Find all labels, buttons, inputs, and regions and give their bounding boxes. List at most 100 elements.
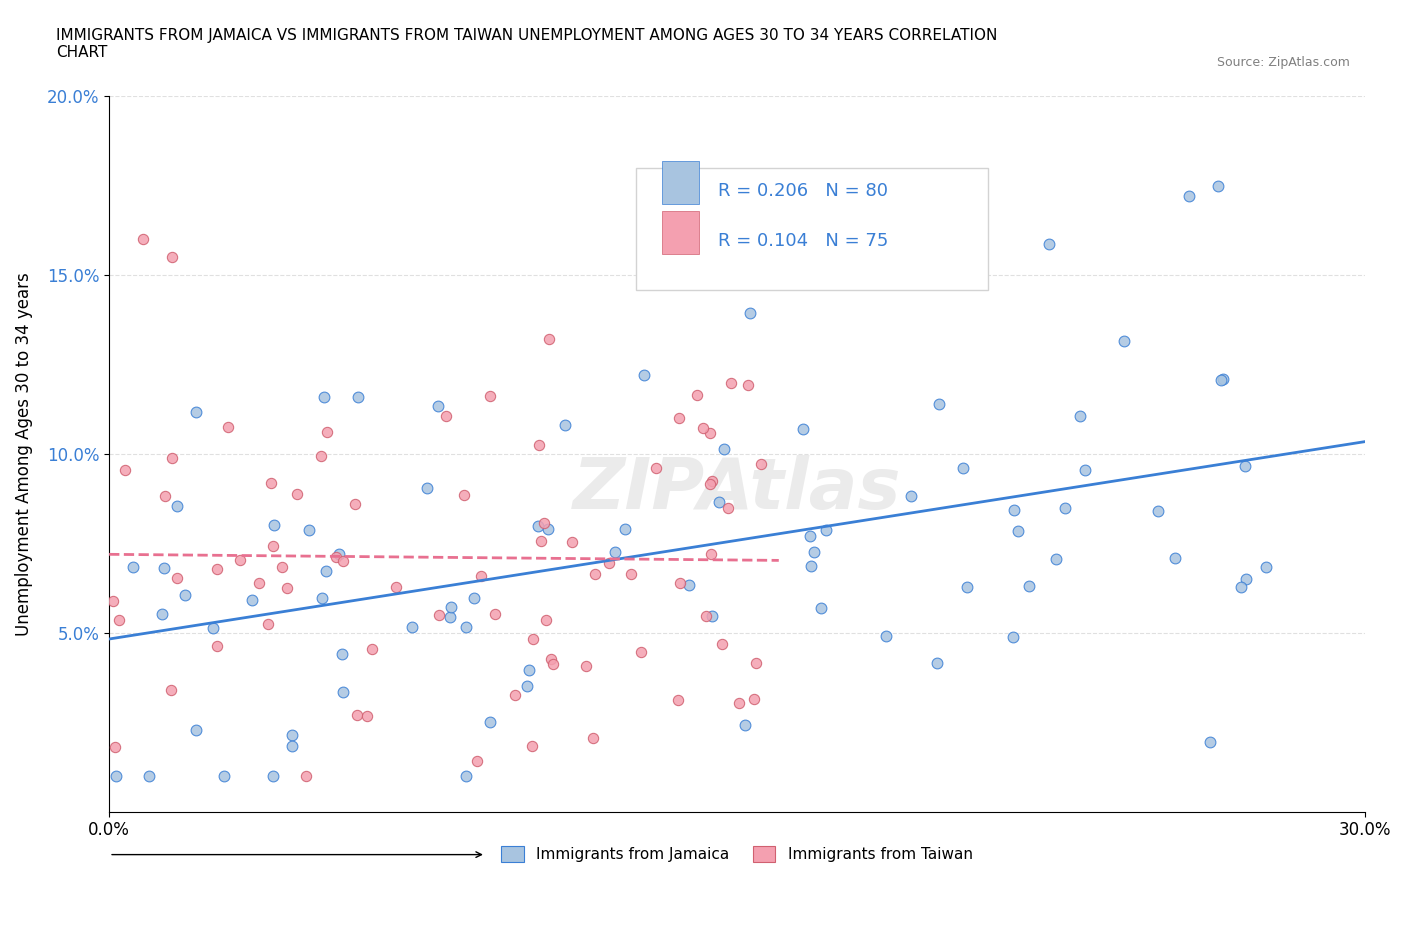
Point: [1007, 524, 1029, 538]
Point: [1001, 630, 1024, 644]
Point: [298, 523, 321, 538]
Point: [240, 592, 263, 607]
Point: [257, 617, 280, 631]
Point: [630, 644, 652, 659]
Point: [745, 656, 768, 671]
Point: [281, 738, 304, 753]
Point: [207, 562, 229, 577]
Point: [1234, 458, 1257, 473]
Point: [952, 460, 974, 475]
Point: [263, 517, 285, 532]
Point: [356, 709, 378, 724]
Point: [1199, 735, 1222, 750]
Text: R = 0.206   N = 80: R = 0.206 N = 80: [718, 182, 889, 200]
Point: [1114, 334, 1136, 349]
Point: [810, 601, 832, 616]
Point: [1069, 409, 1091, 424]
Point: [316, 424, 339, 439]
Point: [583, 566, 606, 581]
Point: [522, 632, 544, 647]
Point: [605, 545, 627, 560]
Point: [434, 409, 457, 424]
Point: [440, 600, 463, 615]
Point: [1002, 502, 1025, 517]
Point: [330, 646, 353, 661]
Point: [325, 550, 347, 565]
Point: [700, 608, 723, 623]
Point: [478, 389, 501, 404]
Text: ZIPAtlas: ZIPAtlas: [572, 456, 901, 525]
Point: [270, 559, 292, 574]
Point: [160, 250, 183, 265]
FancyBboxPatch shape: [662, 161, 699, 204]
Point: [186, 723, 208, 737]
Point: [533, 516, 555, 531]
Point: [1234, 572, 1257, 587]
Point: [281, 727, 304, 742]
Point: [212, 768, 235, 783]
Point: [900, 488, 922, 503]
Point: [666, 693, 689, 708]
Point: [166, 570, 188, 585]
Point: [453, 487, 475, 502]
Point: [344, 496, 367, 511]
Point: [311, 448, 333, 463]
Point: [346, 707, 368, 722]
Point: [700, 473, 723, 488]
Text: Source: ZipAtlas.com: Source: ZipAtlas.com: [1216, 56, 1350, 69]
Point: [575, 658, 598, 673]
Point: [439, 610, 461, 625]
Point: [150, 606, 173, 621]
Point: [332, 554, 354, 569]
Point: [205, 639, 228, 654]
Point: [104, 739, 127, 754]
Point: [744, 692, 766, 707]
Point: [700, 546, 723, 561]
Point: [1146, 503, 1168, 518]
Point: [260, 476, 283, 491]
Point: [503, 687, 526, 702]
Point: [713, 442, 735, 457]
Point: [554, 418, 576, 432]
Point: [295, 768, 318, 783]
Point: [685, 388, 707, 403]
Point: [695, 608, 717, 623]
Point: [1229, 579, 1251, 594]
Point: [184, 405, 207, 419]
Point: [166, 498, 188, 513]
Text: IMMIGRANTS FROM JAMAICA VS IMMIGRANTS FROM TAIWAN UNEMPLOYMENT AMONG AGES 30 TO : IMMIGRANTS FROM JAMAICA VS IMMIGRANTS FR…: [56, 28, 998, 60]
Point: [669, 576, 692, 591]
Legend: Immigrants from Jamaica, Immigrants from Taiwan: Immigrants from Jamaica, Immigrants from…: [495, 840, 979, 869]
Point: [520, 738, 543, 753]
Point: [152, 561, 174, 576]
Point: [262, 538, 284, 553]
Point: [385, 579, 408, 594]
Point: [328, 546, 350, 561]
Point: [738, 306, 761, 321]
Point: [229, 552, 252, 567]
Point: [114, 462, 136, 477]
Point: [540, 652, 562, 667]
FancyBboxPatch shape: [662, 211, 699, 254]
Point: [174, 588, 197, 603]
Point: [803, 544, 825, 559]
Point: [101, 593, 124, 608]
Point: [1038, 237, 1060, 252]
Point: [416, 481, 439, 496]
Point: [543, 657, 565, 671]
Point: [527, 438, 550, 453]
Point: [276, 580, 298, 595]
Point: [312, 390, 335, 405]
Point: [728, 696, 751, 711]
Point: [155, 488, 177, 503]
Point: [361, 642, 384, 657]
Point: [332, 684, 354, 699]
Point: [160, 683, 183, 698]
Point: [1206, 179, 1229, 193]
Point: [516, 679, 538, 694]
Point: [463, 591, 485, 605]
Point: [668, 411, 690, 426]
Point: [800, 559, 823, 574]
Point: [470, 568, 492, 583]
Point: [1178, 189, 1201, 204]
